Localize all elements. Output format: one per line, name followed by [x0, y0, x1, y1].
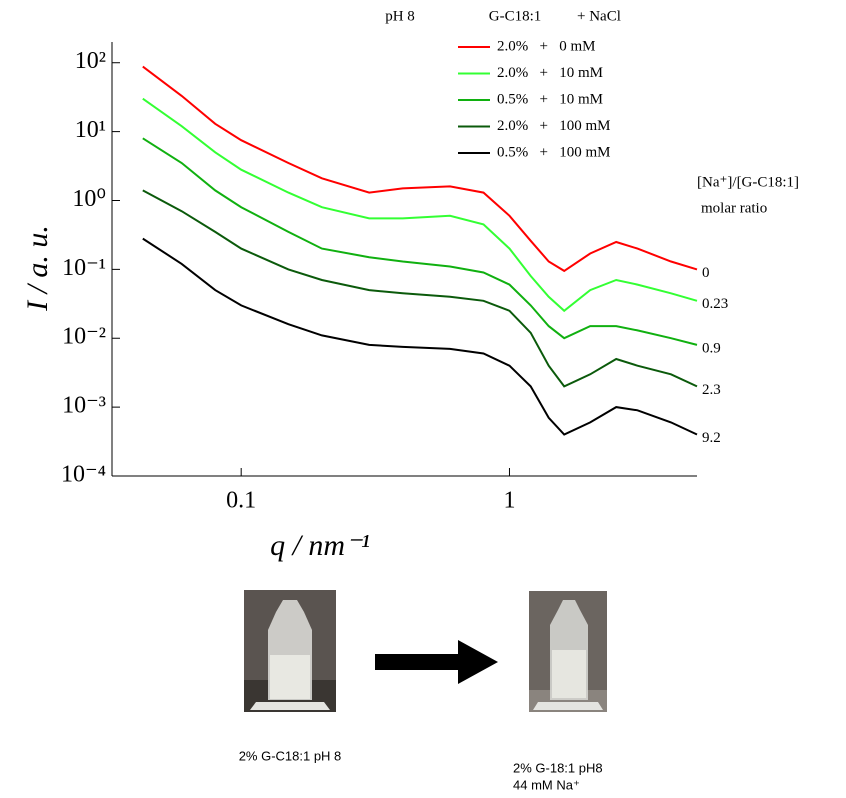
ratio-label: 9.2: [702, 430, 721, 446]
y-axis-label: I / a. u.: [21, 225, 54, 312]
photo-caption: 44 mM Na⁺: [513, 777, 580, 792]
ratio-label: 0.23: [702, 296, 728, 312]
ratio-header: molar ratio: [701, 200, 767, 216]
legend-header: G-C18:1: [489, 8, 542, 24]
legend-label: 2.0% + 0 mM: [497, 38, 595, 54]
x-tick-label: 1: [503, 488, 515, 514]
y-tick-label: 10⁰: [72, 186, 106, 212]
photo-caption: 2% G-18:1 pH8: [513, 760, 603, 775]
data-line: [142, 237, 698, 436]
x-tick-label: 0.1: [226, 488, 256, 514]
y-tick-label: 10⁻³: [62, 393, 106, 419]
y-tick-label: 10²: [75, 48, 106, 74]
legend-header: pH 8: [385, 8, 415, 24]
data-line: [142, 137, 698, 346]
data-line: [142, 189, 698, 388]
data-line: [142, 65, 698, 273]
data-line: [142, 97, 698, 313]
y-tick-label: 10⁻⁴: [61, 462, 106, 488]
x-axis-label: q / nm⁻¹: [270, 529, 370, 562]
y-tick-label: 10⁻²: [62, 324, 106, 350]
ratio-label: 0: [702, 265, 710, 281]
arrow: [375, 640, 498, 684]
legend-label: 0.5% + 100 mM: [497, 144, 610, 160]
photo-caption: 2% G-C18:1 pH 8: [239, 748, 342, 763]
y-tick-label: 10⁻¹: [62, 255, 106, 281]
legend-label: 0.5% + 10 mM: [497, 91, 603, 107]
ratio-label: 2.3: [702, 382, 721, 398]
photo: [529, 591, 607, 712]
ratio-header: [Na⁺]/[G-C18:1]: [697, 174, 799, 190]
photo: [244, 590, 336, 712]
legend-label: 2.0% + 10 mM: [497, 65, 603, 81]
ratio-label: 0.9: [702, 340, 721, 356]
legend-label: 2.0% + 100 mM: [497, 118, 610, 134]
legend-header: + NaCl: [577, 8, 621, 24]
y-tick-label: 10¹: [75, 117, 106, 143]
